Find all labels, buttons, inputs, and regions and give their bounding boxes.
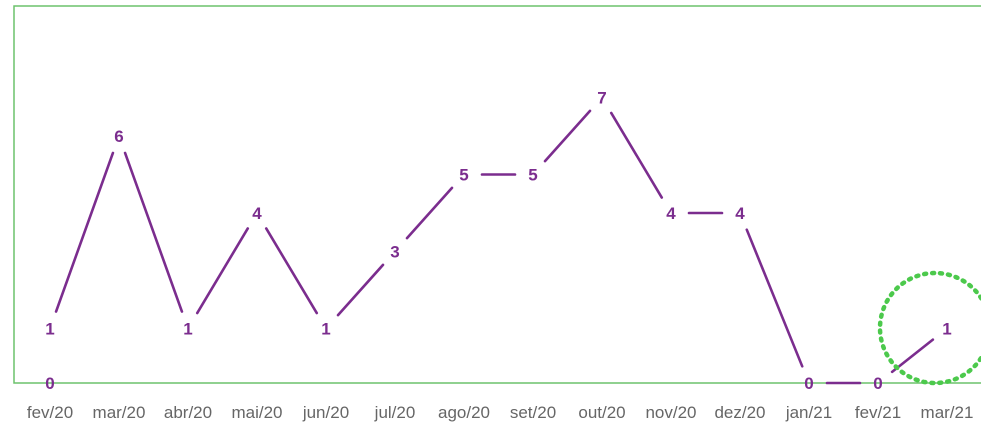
data-label: 1 bbox=[321, 320, 330, 339]
series-line-segment bbox=[54, 151, 115, 313]
data-label: 5 bbox=[528, 166, 537, 185]
x-tick-label: abr/20 bbox=[164, 403, 212, 422]
x-tick-label: fev/21 bbox=[855, 403, 901, 422]
x-tick-label: out/20 bbox=[578, 403, 625, 422]
x-tick-label: mar/20 bbox=[93, 403, 146, 422]
data-label: 6 bbox=[114, 127, 123, 146]
x-tick-label: jul/20 bbox=[374, 403, 416, 422]
series-line-segment bbox=[890, 338, 935, 374]
series-line-segment bbox=[543, 109, 592, 163]
x-tick-label: fev/20 bbox=[27, 403, 73, 422]
data-label: 0 bbox=[873, 374, 882, 393]
x-tick-label: ago/20 bbox=[438, 403, 490, 422]
series-line-segment bbox=[745, 228, 804, 368]
data-label: 1 bbox=[942, 320, 951, 339]
data-label: 4 bbox=[735, 204, 745, 223]
series-line-segment bbox=[609, 111, 664, 199]
x-tick-label: nov/20 bbox=[645, 403, 696, 422]
series-line-segment bbox=[195, 227, 250, 315]
x-tick-label: dez/20 bbox=[714, 403, 765, 422]
x-tick-label: mar/21 bbox=[921, 403, 974, 422]
data-label: 1 bbox=[45, 320, 54, 339]
data-label: 0 bbox=[804, 374, 813, 393]
data-label: 4 bbox=[666, 204, 676, 223]
baseline-data-label: 0 bbox=[45, 374, 54, 393]
plot-frame bbox=[13, 5, 981, 384]
highlight-circle bbox=[877, 270, 981, 386]
data-label: 1 bbox=[183, 320, 192, 339]
data-label: 5 bbox=[459, 166, 468, 185]
series-line-segment bbox=[405, 186, 454, 240]
x-tick-label: jun/20 bbox=[302, 403, 349, 422]
series-line-segment bbox=[336, 263, 385, 317]
x-tick-label: set/20 bbox=[510, 403, 556, 422]
data-label: 7 bbox=[597, 89, 606, 108]
series-line-segment bbox=[264, 227, 319, 315]
x-tick-label: jan/21 bbox=[785, 403, 832, 422]
data-label: 3 bbox=[390, 243, 399, 262]
series-line-segment bbox=[123, 151, 184, 313]
data-label: 4 bbox=[252, 204, 262, 223]
x-tick-label: mai/20 bbox=[231, 403, 282, 422]
